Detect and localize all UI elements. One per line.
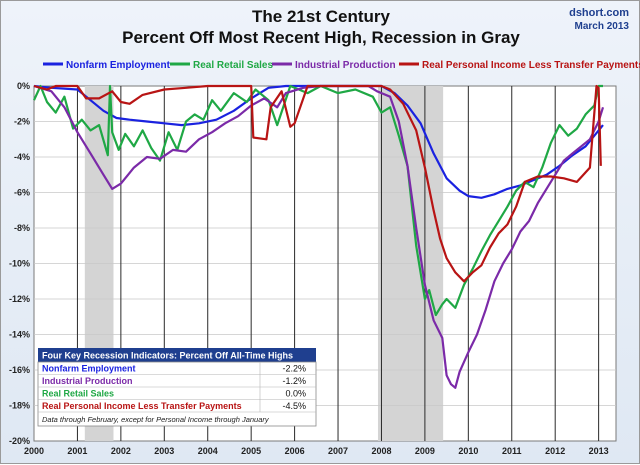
table-row-label: Nonfarm Employment	[42, 364, 136, 374]
x-tick-label: 2000	[24, 446, 44, 456]
legend-label: Nonfarm Employment	[66, 60, 171, 71]
y-tick-label: -10%	[9, 259, 30, 269]
legend-label: Industrial Production	[295, 60, 396, 71]
table-row-value: -2.2%	[282, 364, 306, 374]
y-tick-label: -16%	[9, 365, 30, 375]
y-tick-label: -14%	[9, 330, 30, 340]
y-tick-label: -4%	[14, 152, 30, 162]
table-row-label: Industrial Production	[42, 376, 133, 386]
y-tick-label: -8%	[14, 223, 30, 233]
x-tick-label: 2007	[328, 446, 348, 456]
x-tick-label: 2004	[198, 446, 218, 456]
y-tick-label: -20%	[9, 436, 30, 446]
series-line	[33, 84, 602, 283]
source-label: dshort.com	[569, 7, 629, 19]
y-tick-label: -18%	[9, 401, 30, 411]
y-tick-label: -2%	[14, 117, 30, 127]
table-title: Four Key Recession Indicators: Percent O…	[42, 351, 293, 361]
x-tick-label: 2005	[241, 446, 261, 456]
legend-label: Real Personal Income Less Transfer Payme…	[422, 60, 640, 71]
table-row-value: 0.0%	[285, 389, 306, 399]
x-tick-label: 2009	[415, 446, 435, 456]
x-tick-label: 2012	[545, 446, 565, 456]
series-line	[33, 84, 605, 389]
table-row-label: Real Retail Sales	[42, 389, 114, 399]
x-tick-label: 2003	[154, 446, 174, 456]
chart-title: The 21st Century	[252, 7, 390, 26]
y-tick-label: -6%	[14, 188, 30, 198]
x-tick-label: 2011	[502, 446, 522, 456]
table-footnote: Data through February, except for Person…	[42, 415, 270, 424]
source-date: March 2013	[574, 21, 629, 32]
x-tick-label: 2008	[371, 446, 391, 456]
x-tick-label: 2001	[67, 446, 87, 456]
x-tick-label: 2010	[458, 446, 478, 456]
x-tick-label: 2013	[589, 446, 609, 456]
y-tick-label: -12%	[9, 294, 30, 304]
table-header	[38, 348, 316, 362]
x-tick-label: 2006	[285, 446, 305, 456]
table-row-label: Real Personal Income Less Transfer Payme…	[42, 401, 242, 411]
table-row-value: -4.5%	[282, 401, 306, 411]
y-tick-label: 0%	[17, 81, 30, 91]
x-tick-label: 2002	[111, 446, 131, 456]
table-row-value: -1.2%	[282, 376, 306, 386]
chart-subtitle: Percent Off Most Recent High, Recession …	[122, 28, 520, 47]
legend-label: Real Retail Sales	[193, 60, 273, 71]
table-body	[37, 361, 317, 427]
